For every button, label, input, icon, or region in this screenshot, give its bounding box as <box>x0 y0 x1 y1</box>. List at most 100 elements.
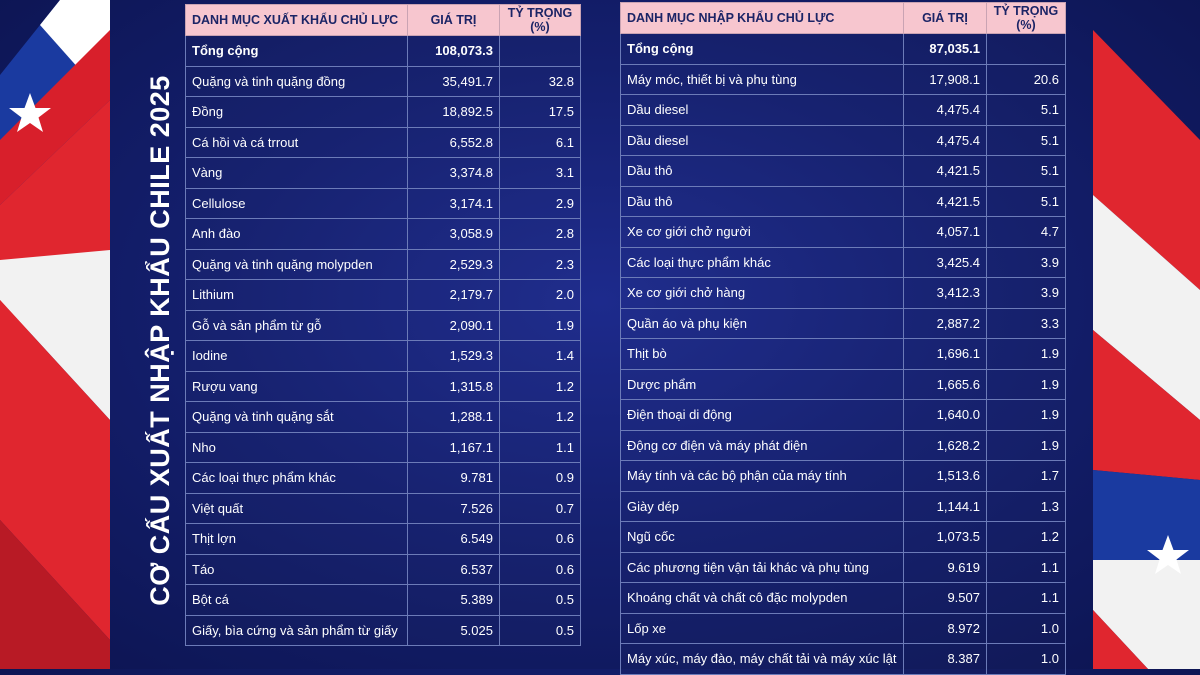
export-category-cell: Giấy, bìa cứng và sản phẩm từ giấy <box>185 614 408 646</box>
export-category-cell: Táo <box>185 553 408 585</box>
export-category-cell: Rượu vang <box>185 370 408 402</box>
table-row: Dầu diesel 4,475.4 5.1 <box>620 94 1066 126</box>
import-value-cell: 4,057.1 <box>903 216 987 248</box>
table-row: Dược phẩm 1,665.6 1.9 <box>620 368 1066 400</box>
import-category-cell: Máy tính và các bộ phận của máy tính <box>620 460 904 492</box>
import-category-cell: Các phương tiện vận tải khác và phụ tùng <box>620 551 904 583</box>
export-value-cell: 3,174.1 <box>407 187 500 219</box>
import-category-cell: Máy xúc, máy đào, máy chất tải và máy xú… <box>620 643 904 675</box>
table-row: Các loại thực phẩm khác 9.781 0.9 <box>185 462 581 494</box>
import-category-cell: Dầu thô <box>620 155 904 187</box>
table-header-row: DANH MỤC XUẤT KHẨU CHỦ LỰC GIÁ TRỊ TỶ TR… <box>185 4 581 36</box>
import-share-cell: 1.0 <box>986 612 1066 644</box>
table-row: Vàng 3,374.8 3.1 <box>185 157 581 189</box>
flag-red-band-mid <box>1093 330 1200 480</box>
export-share-cell: 0.7 <box>499 492 581 524</box>
export-share-cell: 1.2 <box>499 370 581 402</box>
table-row: Xe cơ giới chở hàng 3,412.3 3.9 <box>620 277 1066 309</box>
import-value-cell: 1,696.1 <box>903 338 987 370</box>
import-value-cell: 9.507 <box>903 582 987 614</box>
export-value-cell: 2,179.7 <box>407 279 500 311</box>
table-row: Máy móc, thiết bị và phụ tùng 17,908.1 20.… <box>620 63 1066 95</box>
export-value-cell: 6.549 <box>407 523 500 555</box>
table-row: Giày dép 1,144.1 1.3 <box>620 490 1066 522</box>
export-share-cell: 0.5 <box>499 614 581 646</box>
table-row: Thịt bò 1,696.1 1.9 <box>620 338 1066 370</box>
export-share-cell: 32.8 <box>499 65 581 97</box>
import-value-cell: 17,908.1 <box>903 63 987 95</box>
export-share-cell: 1.4 <box>499 340 581 372</box>
export-category-cell: Iodine <box>185 340 408 372</box>
flag-red-tail <box>0 520 110 669</box>
table-row: Điện thoại di động 1,640.0 1.9 <box>620 399 1066 431</box>
export-value-cell: 108,073.3 <box>407 35 500 67</box>
table-row: Quần áo và phụ kiện 2,887.2 3.3 <box>620 307 1066 339</box>
import-value-cell: 3,412.3 <box>903 277 987 309</box>
import-category-cell: Lốp xe <box>620 612 904 644</box>
star-icon <box>1147 535 1189 574</box>
export-category-cell: Cellulose <box>185 187 408 219</box>
export-share-cell <box>499 35 581 67</box>
chile-flag-right <box>1093 30 1200 669</box>
import-value-cell: 4,475.4 <box>903 124 987 156</box>
import-value-cell: 1,628.2 <box>903 429 987 461</box>
import-value-cell: 2,887.2 <box>903 307 987 339</box>
export-value-cell: 35,491.7 <box>407 65 500 97</box>
import-value-cell: 9.619 <box>903 551 987 583</box>
import-category-cell: Dầu diesel <box>620 94 904 126</box>
import-share-cell: 1.9 <box>986 338 1066 370</box>
import-value-cell: 8.387 <box>903 643 987 675</box>
import-value-cell: 4,421.5 <box>903 155 987 187</box>
export-share-cell: 2.8 <box>499 218 581 250</box>
export-category-cell: Nho <box>185 431 408 463</box>
import-value-cell: 4,475.4 <box>903 94 987 126</box>
import-value-cell: 1,144.1 <box>903 490 987 522</box>
import-share-cell: 1.1 <box>986 582 1066 614</box>
table-row: Việt quất 7.526 0.7 <box>185 492 581 524</box>
export-share-cell: 0.9 <box>499 462 581 494</box>
export-value-cell: 9.781 <box>407 462 500 494</box>
table-row: Đồng 18,892.5 17.5 <box>185 96 581 128</box>
import-category-cell: Khoáng chất và chất cô đặc molypden <box>620 582 904 614</box>
import-value-cell: 3,425.4 <box>903 246 987 278</box>
table-row: Xe cơ giới chở người 4,057.1 4.7 <box>620 216 1066 248</box>
export-total-row: Tổng cộng 108,073.3 <box>185 35 581 67</box>
import-category-cell: Xe cơ giới chở người <box>620 216 904 248</box>
import-value-cell: 1,513.6 <box>903 460 987 492</box>
table-row: Quặng và tinh quặng sắt 1,288.1 1.2 <box>185 401 581 433</box>
flag-red-tail <box>1093 610 1148 669</box>
table-row: Động cơ điện và máy phát điện 1,628.2 1.9 <box>620 429 1066 461</box>
page-title: CƠ CẤU XUẤT NHẬP KHẨU CHILE 2025 <box>144 74 175 606</box>
import-share-cell: 5.1 <box>986 124 1066 156</box>
import-category-cell: Các loại thực phẩm khác <box>620 246 904 278</box>
export-category-cell: Lithium <box>185 279 408 311</box>
export-share-cell: 1.2 <box>499 401 581 433</box>
export-value-header: GIÁ TRỊ <box>407 4 500 36</box>
export-category-cell: Quặng và tinh quặng đồng <box>185 65 408 97</box>
import-value-cell: 1,665.6 <box>903 368 987 400</box>
import-category-cell: Điện thoại di động <box>620 399 904 431</box>
export-share-cell: 1.9 <box>499 309 581 341</box>
table-row: Khoáng chất và chất cô đặc molypden 9.507… <box>620 582 1066 614</box>
table-row: Táo 6.537 0.6 <box>185 553 581 585</box>
import-value-header: GIÁ TRỊ <box>903 2 987 34</box>
import-share-cell: 3.9 <box>986 246 1066 278</box>
chile-flag-left <box>0 0 110 669</box>
export-share-cell: 0.6 <box>499 553 581 585</box>
table-row: Ngũ cốc 1,073.5 1.2 <box>620 521 1066 553</box>
table-row: Iodine 1,529.3 1.4 <box>185 340 581 372</box>
export-value-cell: 6.537 <box>407 553 500 585</box>
import-share-cell: 5.1 <box>986 155 1066 187</box>
import-category-header: DANH MỤC NHẬP KHẨU CHỦ LỰC <box>620 2 904 34</box>
export-value-cell: 5.389 <box>407 584 500 616</box>
import-share-cell: 1.0 <box>986 643 1066 675</box>
import-share-cell: 3.9 <box>986 277 1066 309</box>
export-value-cell: 2,529.3 <box>407 248 500 280</box>
flag-red-band-top <box>0 30 110 205</box>
export-value-cell: 18,892.5 <box>407 96 500 128</box>
table-row: Thịt lợn 6.549 0.6 <box>185 523 581 555</box>
table-row: Gỗ và sản phẩm từ gỗ 2,090.1 1.9 <box>185 309 581 341</box>
import-category-cell: Thịt bò <box>620 338 904 370</box>
export-value-cell: 3,374.8 <box>407 157 500 189</box>
flag-white-band <box>1093 195 1200 420</box>
